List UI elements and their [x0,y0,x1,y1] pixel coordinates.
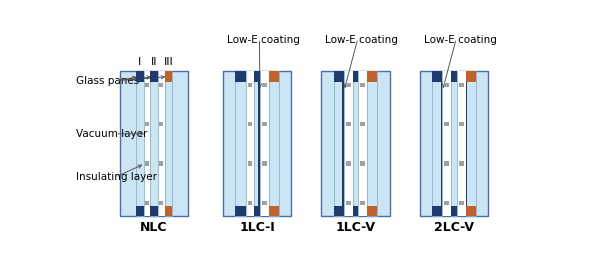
Text: 1LC-I: 1LC-I [239,221,275,233]
Bar [269,72,279,216]
Bar [451,72,457,82]
Text: Low-E coating: Low-E coating [325,35,398,45]
Bar [466,72,476,82]
Bar [248,161,253,166]
Bar [262,201,267,205]
Bar [260,72,269,216]
Bar [346,201,351,205]
Bar [254,72,260,82]
Bar [235,206,245,216]
Bar [164,206,172,216]
Bar [344,72,353,216]
Text: Glass panes: Glass panes [76,76,139,86]
Bar [158,72,164,216]
Bar [254,206,260,216]
Bar [258,82,260,206]
Bar [145,83,149,87]
Bar [248,122,253,126]
Bar [262,161,267,166]
Text: 1LC-V: 1LC-V [335,221,376,233]
Bar [235,72,245,82]
Bar [245,72,254,216]
Bar [164,72,172,216]
Bar [334,72,344,82]
Bar [120,72,188,216]
Bar [445,201,449,205]
Bar [150,72,158,82]
Bar [445,122,449,126]
Text: III: III [164,57,173,67]
Bar [367,206,377,216]
Bar [160,83,163,87]
Bar [136,206,143,216]
Bar [160,122,163,126]
Bar [164,72,172,82]
Bar [235,72,245,216]
Bar [445,83,449,87]
Bar [143,72,150,216]
Bar [420,72,488,216]
Bar [367,72,377,82]
Bar [223,72,291,216]
Bar [353,206,358,216]
Bar [457,72,466,216]
Text: Insulating layer: Insulating layer [76,172,157,182]
Text: II: II [151,57,157,67]
Bar [145,201,149,205]
Bar [445,161,449,166]
Bar [262,122,267,126]
Bar [458,122,464,126]
Bar [160,161,163,166]
Bar [262,83,267,87]
Bar [269,72,279,82]
Text: Vacuum layer: Vacuum layer [76,129,147,139]
Bar [432,72,442,216]
Bar [353,72,358,82]
Bar [432,206,442,216]
Bar [346,83,351,87]
Bar [353,72,358,216]
Bar [334,206,344,216]
Bar [466,82,467,206]
Bar [342,82,344,206]
Bar [150,206,158,216]
Bar [458,83,464,87]
Bar [269,206,279,216]
Bar [466,72,476,216]
Bar [360,83,365,87]
Bar [451,72,457,216]
Bar [145,122,149,126]
Bar [458,201,464,205]
Bar [440,82,442,206]
Text: I: I [138,57,142,67]
Bar [160,201,163,205]
Bar [145,161,149,166]
Bar [442,72,451,216]
Text: Low-E coating: Low-E coating [424,35,497,45]
Bar [367,72,377,216]
Text: 2LC-V: 2LC-V [434,221,474,233]
Bar [466,206,476,216]
Bar [360,201,365,205]
Bar [346,122,351,126]
Bar [432,72,442,82]
Bar [451,206,457,216]
Bar [458,161,464,166]
Bar [248,83,253,87]
Text: Low-E coating: Low-E coating [227,35,300,45]
Bar [322,72,389,216]
Text: NLC: NLC [140,221,168,233]
Bar [360,161,365,166]
Bar [334,72,344,216]
Bar [360,122,365,126]
Bar [254,72,260,216]
Bar [248,201,253,205]
Bar [150,72,158,216]
Bar [136,72,143,216]
Bar [346,161,351,166]
Bar [136,72,143,82]
Bar [358,72,367,216]
